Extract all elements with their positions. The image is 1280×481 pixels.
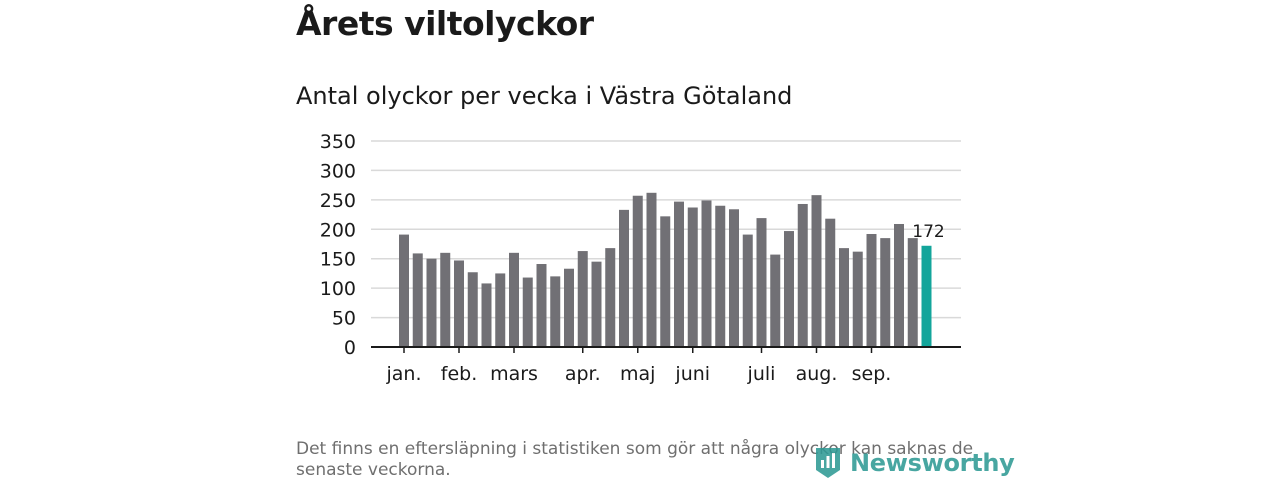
bar [797, 203, 808, 347]
bar [756, 218, 767, 347]
month-label: mars [490, 363, 538, 385]
bar-chart: 0 50 100 150 200 250 300 350 jan. feb. mars apr. ma… [320, 131, 961, 385]
bar [577, 251, 588, 347]
chart-subtitle: Antal olyckor per vecka i Västra Götalan… [296, 82, 793, 110]
footnote: Det finns en eftersläpning i statistiken… [296, 439, 974, 480]
month-label: apr. [565, 363, 601, 385]
bar [770, 254, 781, 347]
bar [811, 195, 822, 347]
bar [632, 195, 643, 347]
newsworthy-logo: Newsworthy [814, 446, 1015, 480]
y-axis-ticks: 0 50 100 150 200 250 300 350 [320, 131, 356, 359]
bar [674, 201, 684, 347]
bar [907, 238, 918, 347]
month-label: juni [674, 363, 710, 385]
y-tick-label: 150 [320, 249, 356, 271]
month-label: maj [620, 363, 655, 385]
bar [564, 268, 574, 347]
last-value-label: 172 [912, 222, 944, 242]
y-tick-label: 50 [332, 308, 356, 330]
bar [509, 252, 519, 347]
bar [839, 248, 849, 347]
bar [646, 192, 657, 347]
bar [440, 252, 451, 347]
chart-title: Årets viltolyckor [296, 4, 594, 43]
bar [894, 223, 904, 347]
data-labels: 172 [912, 222, 944, 242]
month-label: sep. [852, 363, 892, 385]
month-labels: jan. feb. mars apr. maj juni juli aug. sep. [385, 347, 891, 385]
y-tick-label: 100 [320, 278, 356, 300]
bar [619, 209, 629, 347]
bar [715, 205, 726, 347]
bar [784, 231, 794, 347]
y-tick-label: 0 [344, 337, 356, 359]
y-tick-label: 350 [320, 131, 356, 153]
bar [660, 216, 671, 347]
bar [426, 258, 437, 347]
bar [399, 234, 409, 347]
bar [866, 233, 877, 347]
bar [522, 277, 533, 347]
bar [687, 207, 698, 347]
newsworthy-logo-text: Newsworthy [850, 449, 1015, 477]
month-label: aug. [796, 363, 838, 385]
bar [880, 238, 891, 347]
bar [825, 218, 836, 347]
month-label: feb. [441, 363, 477, 385]
bar [495, 273, 506, 347]
newsworthy-logo-icon [816, 448, 840, 478]
bar [701, 200, 712, 347]
bar [467, 272, 478, 347]
bar [852, 251, 863, 347]
y-tick-label: 250 [320, 190, 356, 212]
bar [605, 248, 616, 347]
bar [412, 253, 423, 347]
y-tick-label: 300 [320, 160, 356, 182]
bar [536, 264, 547, 347]
bar [454, 260, 464, 347]
bar [481, 283, 492, 347]
bar-current-week [921, 245, 932, 347]
month-label: juli [747, 363, 776, 385]
month-label: jan. [385, 363, 421, 385]
bars [399, 192, 932, 347]
bar [591, 261, 602, 347]
bar [729, 209, 739, 347]
bar [742, 234, 753, 347]
y-tick-label: 200 [320, 219, 356, 241]
bar [550, 276, 561, 347]
